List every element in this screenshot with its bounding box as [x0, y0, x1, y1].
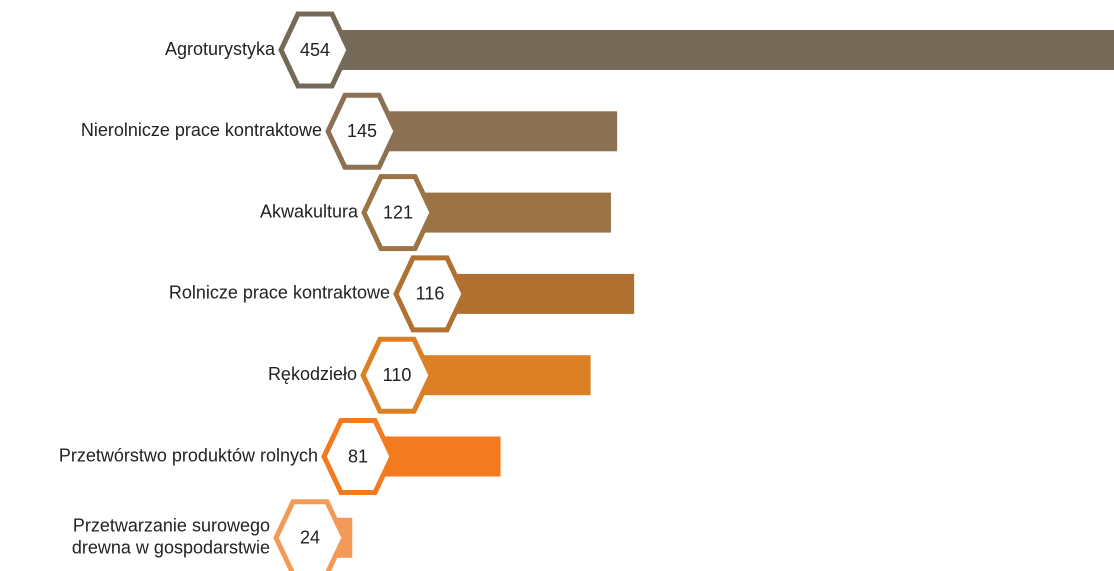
- value-label: 145: [347, 121, 377, 141]
- category-label: Nierolnicze prace kontraktowe: [81, 120, 322, 140]
- hexagon: [278, 11, 352, 89]
- value-label: 116: [416, 284, 445, 304]
- bar: [315, 30, 1114, 70]
- value-label: 121: [383, 202, 413, 222]
- hexagon: [393, 255, 467, 333]
- value-label: 24: [300, 528, 320, 548]
- hexagon: [273, 499, 347, 571]
- category-label: Rękodzieło: [268, 364, 357, 384]
- hexagon: [361, 174, 435, 252]
- value-label: 110: [383, 365, 412, 385]
- value-label: 81: [348, 446, 368, 466]
- category-label: Przetwórstwo produktów rolnych: [59, 445, 318, 465]
- category-label: Agroturystyka: [165, 39, 276, 59]
- bar: [362, 111, 618, 152]
- hexagon: [325, 92, 399, 170]
- category-label: Rolnicze prace kontraktowe: [169, 283, 390, 303]
- category-label: Przetwarzanie surowego: [73, 516, 270, 536]
- category-label: Akwakultura: [260, 201, 359, 221]
- hexagon: [360, 336, 434, 414]
- hexagon: [321, 418, 395, 495]
- value-label: 454: [300, 40, 330, 60]
- category-label: drewna w gospodarstwie: [72, 538, 270, 558]
